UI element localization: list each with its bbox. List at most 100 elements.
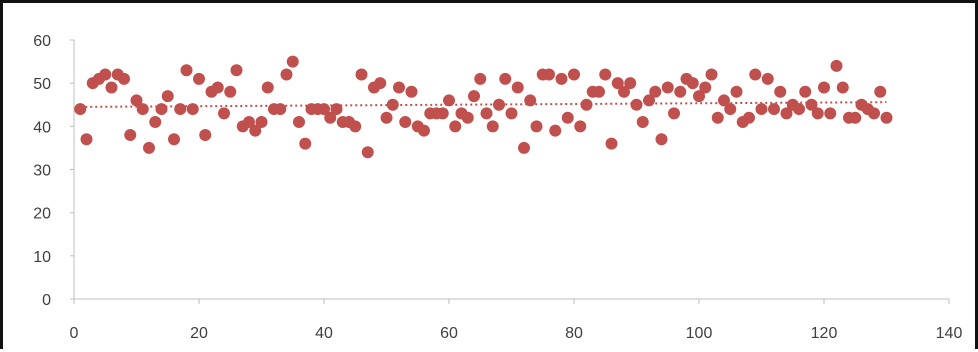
data-point — [493, 98, 505, 111]
data-point — [174, 103, 187, 116]
data-point — [405, 85, 418, 98]
y-tick-label: 0 — [42, 292, 51, 309]
data-point — [730, 85, 743, 98]
data-point — [280, 68, 293, 81]
x-tick-label: 0 — [70, 325, 79, 342]
data-point — [293, 116, 305, 129]
data-point — [599, 68, 612, 81]
scatter-chart: 0 10 20 30 40 50 60 0 20 40 60 80 100 120 140 — [33, 33, 962, 342]
data-point — [449, 120, 462, 133]
data-point — [580, 98, 593, 111]
data-point — [568, 68, 580, 81]
y-tick-label: 20 — [33, 206, 51, 223]
data-point — [693, 90, 705, 103]
data-point — [686, 77, 699, 90]
data-point — [374, 77, 387, 90]
data-point — [255, 116, 268, 129]
data-point — [149, 116, 162, 129]
data-point — [611, 77, 624, 90]
data-point — [880, 111, 893, 124]
data-point — [718, 94, 730, 107]
x-tick-label: 140 — [936, 325, 963, 342]
data-point — [574, 120, 587, 133]
data-point — [618, 85, 630, 98]
axes: 0 10 20 30 40 50 60 0 20 40 60 80 100 120 140 — [33, 33, 962, 342]
data-point — [793, 103, 805, 116]
data-point — [186, 103, 199, 116]
data-point — [743, 111, 755, 124]
data-point — [136, 103, 149, 116]
data-point — [830, 59, 843, 72]
data-point — [230, 64, 243, 77]
data-point — [624, 77, 637, 90]
data-point — [649, 85, 662, 98]
data-point — [299, 137, 312, 150]
data-point — [274, 103, 287, 116]
data-point — [668, 107, 680, 120]
data-point — [874, 85, 887, 98]
data-point — [199, 128, 212, 141]
y-tick-label: 10 — [33, 249, 51, 266]
data-point — [655, 133, 668, 146]
data-point — [124, 128, 137, 141]
data-point — [105, 81, 118, 94]
data-point — [436, 107, 449, 120]
data-point — [180, 64, 193, 77]
data-point — [261, 81, 274, 94]
data-point — [543, 68, 555, 81]
data-point — [468, 90, 480, 103]
data-point — [486, 120, 499, 133]
data-point — [805, 98, 818, 111]
data-point — [193, 72, 205, 85]
points-layer — [74, 55, 893, 159]
data-point — [811, 107, 824, 120]
data-point — [480, 107, 493, 120]
data-point — [155, 103, 168, 116]
data-point — [218, 107, 230, 120]
data-point — [549, 124, 562, 137]
data-point — [130, 94, 143, 107]
data-point — [749, 68, 762, 81]
data-point — [74, 103, 87, 116]
data-point — [755, 103, 768, 116]
data-point — [443, 94, 455, 107]
data-point — [836, 81, 849, 94]
data-point — [143, 141, 155, 154]
data-point — [355, 68, 368, 81]
data-point — [168, 133, 180, 146]
data-point — [211, 81, 224, 94]
y-tick-label: 30 — [33, 163, 51, 180]
data-point — [630, 98, 643, 111]
data-point — [636, 116, 649, 129]
data-point — [661, 81, 674, 94]
data-point — [286, 55, 299, 68]
data-point — [511, 81, 524, 94]
data-point — [824, 107, 837, 120]
data-point — [361, 146, 374, 159]
data-point — [593, 85, 605, 98]
x-tick-label: 40 — [315, 325, 333, 342]
data-point — [524, 94, 537, 107]
data-point — [780, 107, 793, 120]
data-point — [674, 85, 687, 98]
data-point — [99, 68, 112, 81]
data-point — [461, 111, 474, 124]
data-point — [818, 81, 830, 94]
data-point — [249, 124, 262, 137]
data-point — [711, 111, 724, 124]
data-point — [643, 94, 655, 107]
trendline — [80, 101, 887, 108]
y-tick-label: 40 — [33, 119, 51, 136]
x-tick-label: 120 — [811, 325, 838, 342]
data-point — [868, 107, 880, 120]
x-tick-label: 80 — [565, 325, 583, 342]
data-point — [386, 98, 399, 111]
data-point — [774, 85, 787, 98]
data-point — [393, 81, 405, 94]
data-point — [724, 103, 737, 116]
data-point — [699, 81, 712, 94]
x-tick-label: 100 — [686, 325, 713, 342]
data-point — [705, 68, 718, 81]
x-tick-label: 20 — [190, 325, 208, 342]
